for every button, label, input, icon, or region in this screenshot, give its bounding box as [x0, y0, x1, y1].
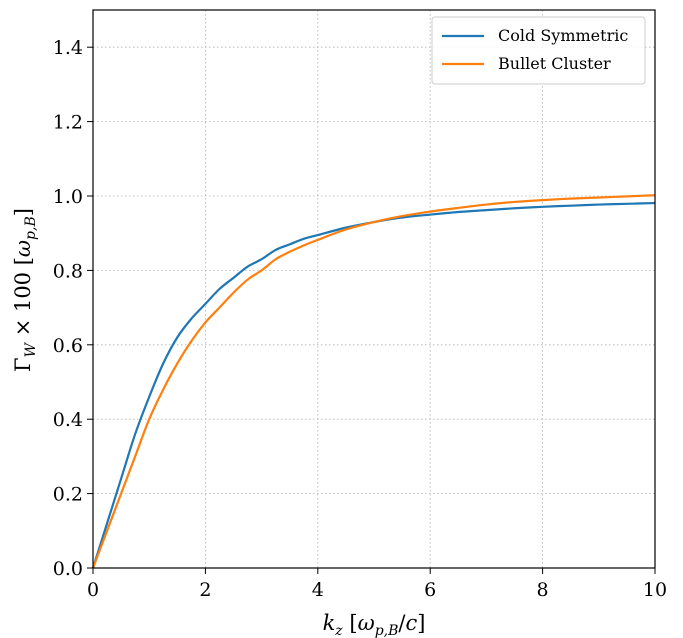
x-tick-label: 8 [537, 579, 549, 601]
y-tick-label: 1.2 [53, 112, 83, 134]
x-tick-label: 0 [87, 579, 99, 601]
legend: Cold Symmetric Bullet Cluster [431, 16, 646, 85]
tick-labels: 0 2 4 6 8 10 0.0 0.2 0.4 0.6 0.8 1.0 1.2 1.4 [53, 37, 667, 601]
x-axis-label: kz [ωp,B/c] [323, 611, 426, 638]
legend-label-bullet-cluster: Bullet Cluster [498, 54, 611, 73]
x-tick-label: 6 [424, 579, 436, 601]
y-tick-label: 1.0 [53, 186, 83, 208]
x-tick-label: 10 [643, 579, 667, 601]
x-tick-label: 4 [312, 579, 324, 601]
y-tick-label: 0.4 [53, 409, 83, 431]
legend-box [431, 16, 646, 85]
y-tick-label: 1.4 [53, 37, 83, 59]
legend-label-cold-symmetric: Cold Symmetric [498, 26, 628, 45]
series-group [91, 194, 656, 569]
ticks [87, 46, 656, 574]
x-tick-label: 2 [199, 579, 211, 601]
series-line-cold-symmetric [91, 201, 656, 569]
y-axis-label: ΓW × 100 [ωp,B] [11, 208, 39, 372]
y-tick-label: 0.2 [53, 484, 83, 506]
y-tick-label: 0.0 [53, 558, 83, 580]
y-tick-label: 0.8 [53, 260, 83, 282]
series-line-bullet-cluster [91, 194, 656, 569]
y-tick-label: 0.6 [53, 335, 83, 357]
plot-frame [92, 9, 656, 569]
